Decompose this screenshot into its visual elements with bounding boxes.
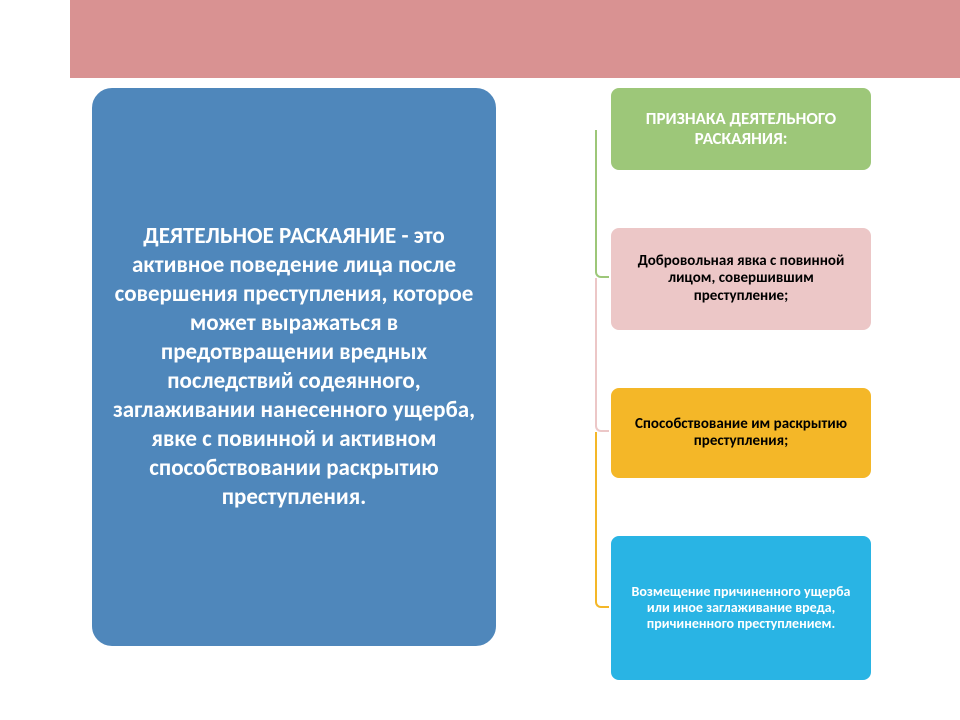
connector-0: [595, 130, 609, 278]
indicators-column: ПРИЗНАКА ДЕЯТЕЛЬНОГО РАСКАЯНИЯ: Добровол…: [585, 86, 873, 696]
connector-2: [595, 432, 609, 608]
card-2-text: Способствование им раскрытию преступлени…: [621, 416, 861, 451]
card-header-text: ПРИЗНАКА ДЕЯТЕЛЬНОГО РАСКАЯНИЯ:: [621, 109, 861, 148]
header-band: [70, 0, 960, 78]
connector-1: [595, 278, 609, 432]
card-1: Добровольная явка с повинной лицом, сове…: [609, 226, 873, 332]
card-3-text: Возмещение причиненного ущерба или иное …: [621, 584, 861, 632]
card-2: Способствование им раскрытию преступлени…: [609, 386, 873, 480]
card-header: ПРИЗНАКА ДЕЯТЕЛЬНОГО РАСКАЯНИЯ:: [609, 86, 873, 172]
definition-text: ДЕЯТЕЛЬНОЕ РАСКАЯНИЕ - это активное пове…: [106, 222, 482, 512]
card-3: Возмещение причиненного ущерба или иное …: [609, 534, 873, 682]
definition-box: ДЕЯТЕЛЬНОЕ РАСКАЯНИЕ - это активное пове…: [90, 86, 498, 648]
card-1-text: Добровольная явка с повинной лицом, сове…: [621, 253, 861, 305]
